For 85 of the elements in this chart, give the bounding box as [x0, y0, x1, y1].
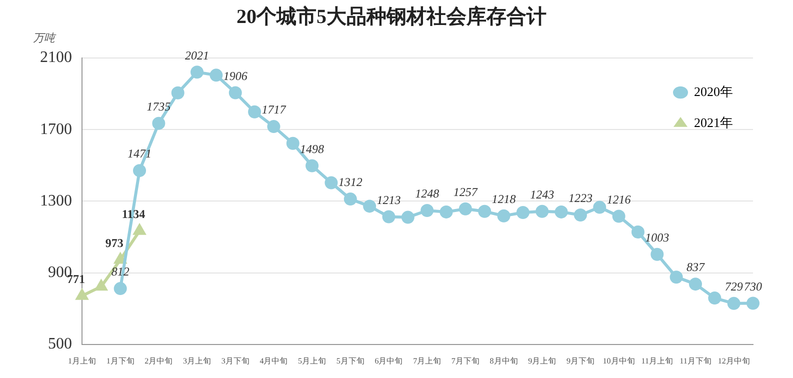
data-label: 812 — [111, 264, 130, 279]
point — [536, 204, 549, 218]
data-label: 1498 — [300, 142, 324, 156]
x-tick-label: 11月上旬 — [641, 356, 673, 366]
data-label: 1257 — [453, 185, 478, 200]
point — [727, 296, 740, 310]
data-label: 729 — [724, 280, 743, 294]
y-axis-title: 万吨 — [33, 31, 57, 44]
point — [134, 224, 146, 235]
x-tick-label: 5月下旬 — [336, 356, 364, 366]
data-label: 1216 — [606, 192, 631, 206]
point — [612, 210, 626, 223]
point — [746, 296, 760, 310]
y-tick-label: 1700 — [40, 120, 72, 138]
x-tick-label: 2月中旬 — [144, 356, 173, 366]
data-label: 1248 — [415, 186, 440, 201]
data-label: 730 — [744, 279, 762, 294]
point — [95, 280, 107, 291]
point — [267, 120, 280, 134]
x-tick-label: 4月中旬 — [260, 356, 288, 366]
data-label: 1906 — [223, 68, 248, 83]
point — [497, 209, 510, 222]
point — [708, 292, 722, 305]
data-label: 1003 — [645, 230, 670, 245]
data-label: 1213 — [376, 192, 401, 207]
data-label: 973 — [105, 236, 124, 250]
point — [306, 159, 319, 172]
point — [401, 210, 414, 224]
x-tick-label: 7月下旬 — [451, 356, 480, 366]
point — [210, 68, 223, 82]
point — [688, 278, 702, 291]
point — [248, 105, 262, 118]
point — [76, 289, 88, 300]
data-label: 1717 — [262, 102, 287, 117]
point — [382, 210, 396, 224]
data-label: 1735 — [146, 99, 171, 114]
data-label: 1471 — [128, 146, 152, 161]
chart-title: 20个城市5大品种钢材社会库存合计 — [236, 5, 546, 28]
point — [478, 204, 492, 218]
data-label: 837 — [686, 260, 706, 274]
point — [650, 248, 664, 261]
point — [458, 202, 472, 216]
y-tick-label: 1300 — [40, 192, 72, 210]
x-tick-label: 9月上旬 — [528, 356, 556, 366]
point — [363, 200, 376, 213]
y-tick-label: 500 — [48, 336, 72, 353]
x-tick-label: 6月中旬 — [374, 356, 403, 366]
x-tick-label: 8月中旬 — [490, 356, 518, 366]
point — [228, 86, 242, 100]
legend-label: 2021年 — [694, 114, 733, 130]
x-tick-label: 5月上旬 — [298, 356, 326, 366]
x-tick-label: 3月上旬 — [183, 356, 212, 366]
data-label: 1243 — [530, 188, 554, 202]
point — [190, 66, 204, 79]
data-label: 1134 — [122, 207, 146, 222]
point — [286, 136, 300, 150]
x-tick-label: 12月中旬 — [718, 356, 750, 366]
point — [324, 176, 338, 190]
x-tick-label: 3月下旬 — [221, 356, 250, 366]
legend-label: 2020年 — [694, 84, 733, 99]
point — [133, 164, 146, 178]
x-tick-label: 9月下旬 — [566, 356, 594, 366]
x-tick-label: 1月上旬 — [68, 356, 96, 366]
point — [631, 225, 644, 238]
point — [420, 204, 434, 218]
x-tick-label: 7月上旬 — [413, 356, 442, 366]
point — [574, 208, 587, 222]
y-tick-label: 2100 — [40, 49, 72, 66]
point — [593, 200, 606, 214]
point — [344, 192, 357, 206]
point — [554, 205, 568, 218]
data-label: 2021 — [185, 48, 210, 62]
point — [670, 270, 683, 284]
point — [114, 253, 126, 264]
data-label: 1223 — [568, 191, 592, 206]
x-tick-label: 1月下旬 — [106, 356, 134, 366]
point — [516, 206, 530, 219]
point — [171, 86, 184, 100]
data-label: 1312 — [338, 175, 362, 190]
x-tick-label: 11月下旬 — [680, 356, 712, 366]
point — [440, 205, 453, 218]
point — [152, 116, 166, 130]
point — [114, 282, 127, 296]
x-tick-label: 10月中旬 — [602, 356, 635, 366]
data-label: 1218 — [492, 192, 516, 206]
